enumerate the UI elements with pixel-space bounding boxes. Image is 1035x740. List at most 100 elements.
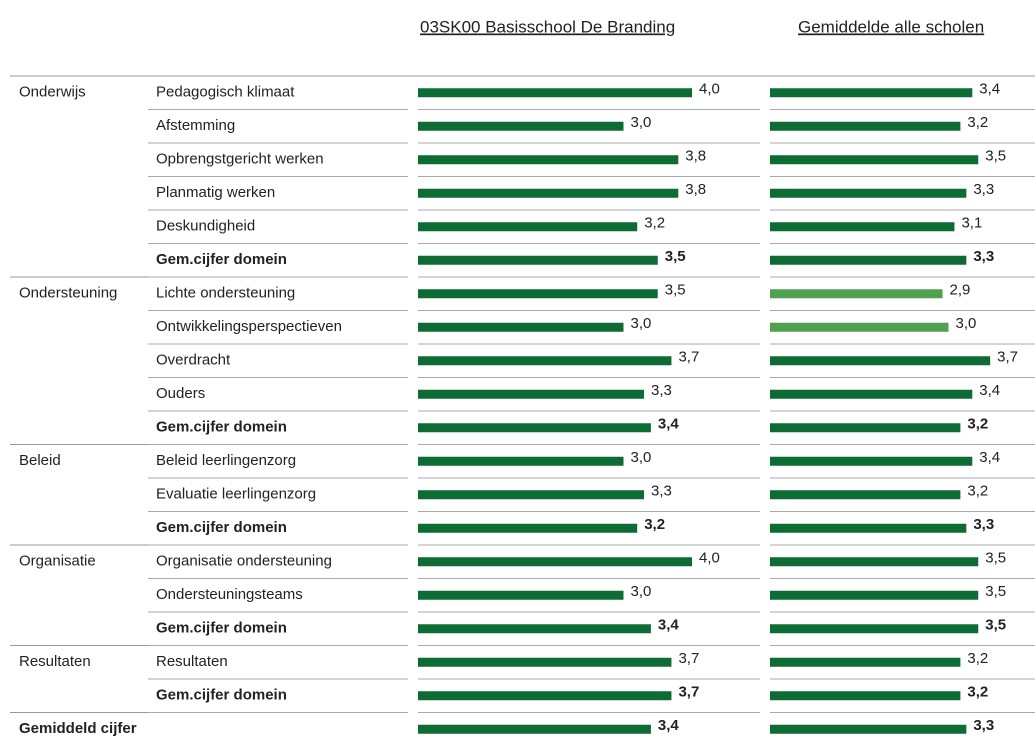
- row-label: Planmatig werken: [156, 184, 275, 201]
- bar: [770, 88, 973, 98]
- bar: [770, 121, 961, 131]
- value-label: 3,5: [665, 282, 686, 299]
- value-label: 3,4: [658, 717, 680, 734]
- value-label: 3,2: [967, 483, 988, 500]
- bar: [770, 557, 979, 567]
- bar: [418, 188, 679, 198]
- value-label: 3,7: [997, 349, 1018, 366]
- value-label: 3,7: [678, 684, 699, 701]
- bar: [770, 155, 979, 165]
- bar: [418, 88, 692, 98]
- row-label: Ondersteuningsteams: [156, 586, 303, 603]
- group-label: Beleid: [19, 452, 61, 469]
- value-label: 3,0: [631, 583, 652, 600]
- value-label: 3,0: [631, 449, 652, 466]
- bar: [418, 523, 638, 533]
- group-label: Gemiddeld cijfer: [19, 720, 137, 737]
- row-label: Gem.cijfer domein: [156, 251, 287, 268]
- row-label: Overdracht: [156, 352, 231, 369]
- value-label: 3,5: [985, 617, 1006, 634]
- value-label: 3,0: [631, 114, 652, 131]
- value-label: 3,1: [961, 215, 982, 232]
- bar: [418, 155, 679, 165]
- bar: [770, 356, 991, 366]
- value-label: 4,0: [699, 81, 720, 98]
- bar: [770, 222, 955, 232]
- value-label: 3,5: [985, 148, 1006, 165]
- bar: [418, 691, 672, 701]
- bar: [770, 188, 967, 198]
- value-label: 3,3: [651, 382, 672, 399]
- bar: [418, 657, 672, 667]
- bar: [418, 557, 692, 567]
- value-label: 2,9: [950, 282, 971, 299]
- value-label: 3,4: [979, 449, 1000, 466]
- bar: [770, 624, 979, 634]
- value-label: 3,3: [973, 248, 994, 265]
- value-label: 3,4: [979, 81, 1000, 98]
- group-label: Ondersteuning: [19, 285, 117, 302]
- value-label: 3,7: [678, 650, 699, 667]
- row-label: Gem.cijfer domein: [156, 419, 287, 436]
- bar: [418, 724, 651, 734]
- bar: [770, 389, 973, 399]
- value-label: 3,0: [631, 315, 652, 332]
- row-label: Resultaten: [156, 653, 228, 670]
- value-label: 3,3: [973, 181, 994, 198]
- value-label: 3,0: [956, 315, 977, 332]
- row-label: Lichte ondersteuning: [156, 285, 295, 302]
- value-label: 3,3: [651, 483, 672, 500]
- row-label: Afstemming: [156, 117, 235, 134]
- row-label: Gem.cijfer domein: [156, 620, 287, 637]
- bar: [418, 624, 651, 634]
- value-label: 3,2: [967, 650, 988, 667]
- value-label: 3,2: [967, 684, 988, 701]
- bar: [418, 356, 672, 366]
- value-label: 3,2: [644, 516, 665, 533]
- bar: [770, 657, 961, 667]
- bar: [770, 523, 967, 533]
- value-label: 3,8: [685, 148, 706, 165]
- row-label: Ontwikkelingsperspectieven: [156, 318, 342, 335]
- row-label: Beleid leerlingenzorg: [156, 452, 296, 469]
- bar: [770, 255, 967, 265]
- row-label: Opbrengstgericht werken: [156, 151, 324, 168]
- value-label: 3,5: [985, 583, 1006, 600]
- value-label: 3,3: [973, 717, 994, 734]
- bar: [418, 322, 624, 332]
- value-label: 3,7: [678, 349, 699, 366]
- bar: [770, 289, 943, 299]
- row-label: Gem.cijfer domein: [156, 687, 287, 704]
- value-label: 3,4: [658, 416, 680, 433]
- bar: [418, 389, 645, 399]
- bar: [418, 456, 624, 466]
- value-label: 3,8: [685, 181, 706, 198]
- group-label: Organisatie: [19, 553, 96, 570]
- bar: [770, 423, 961, 433]
- value-label: 3,5: [985, 550, 1006, 567]
- value-label: 3,2: [644, 215, 665, 232]
- bar: [418, 490, 645, 500]
- value-label: 4,0: [699, 550, 720, 567]
- legend-entry: 03SK00 Basisschool De Branding: [420, 17, 675, 36]
- legend-entry: Gemiddelde alle scholen: [798, 17, 984, 36]
- value-label: 3,4: [979, 382, 1000, 399]
- bar: [770, 322, 949, 332]
- bar: [770, 691, 961, 701]
- row-label: Organisatie ondersteuning: [156, 553, 332, 570]
- bar: [418, 255, 658, 265]
- bar: [770, 490, 961, 500]
- row-label: Pedagogisch klimaat: [156, 84, 295, 101]
- value-label: 3,3: [973, 516, 994, 533]
- bar: [770, 456, 973, 466]
- group-label: Resultaten: [19, 653, 91, 670]
- bar: [418, 121, 624, 131]
- bar: [770, 590, 979, 600]
- value-label: 3,2: [967, 114, 988, 131]
- row-label: Deskundigheid: [156, 218, 255, 235]
- value-label: 3,5: [665, 248, 686, 265]
- bar: [418, 222, 638, 232]
- bar: [418, 590, 624, 600]
- row-label: Evaluatie leerlingenzorg: [156, 486, 316, 503]
